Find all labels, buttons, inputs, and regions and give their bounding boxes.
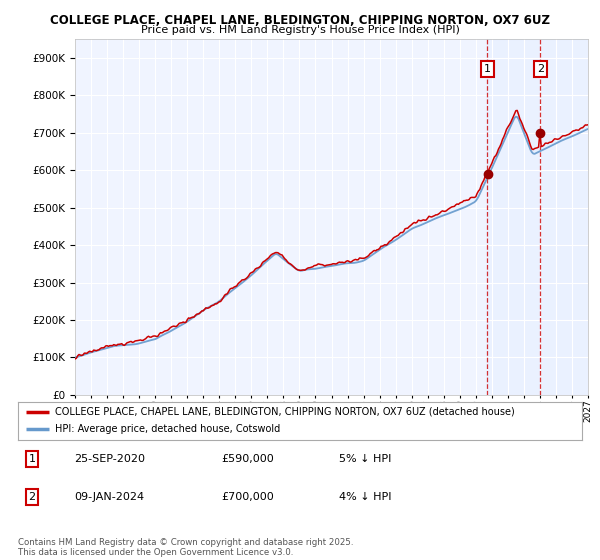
Text: 09-JAN-2024: 09-JAN-2024 [74, 492, 145, 502]
Text: £590,000: £590,000 [221, 454, 274, 464]
Text: £700,000: £700,000 [221, 492, 274, 502]
Text: 4% ↓ HPI: 4% ↓ HPI [340, 492, 392, 502]
Text: COLLEGE PLACE, CHAPEL LANE, BLEDINGTON, CHIPPING NORTON, OX7 6UZ (detached house: COLLEGE PLACE, CHAPEL LANE, BLEDINGTON, … [55, 407, 514, 417]
Text: 2: 2 [29, 492, 35, 502]
Text: Contains HM Land Registry data © Crown copyright and database right 2025.
This d: Contains HM Land Registry data © Crown c… [18, 538, 353, 557]
Text: 2: 2 [537, 64, 544, 74]
Text: 25-SEP-2020: 25-SEP-2020 [74, 454, 145, 464]
Text: Price paid vs. HM Land Registry's House Price Index (HPI): Price paid vs. HM Land Registry's House … [140, 25, 460, 35]
Text: COLLEGE PLACE, CHAPEL LANE, BLEDINGTON, CHIPPING NORTON, OX7 6UZ: COLLEGE PLACE, CHAPEL LANE, BLEDINGTON, … [50, 14, 550, 27]
Bar [487, 39, 588, 395]
Text: 1: 1 [29, 454, 35, 464]
Text: 1: 1 [484, 64, 491, 74]
Text: HPI: Average price, detached house, Cotswold: HPI: Average price, detached house, Cots… [55, 424, 280, 435]
Text: 5% ↓ HPI: 5% ↓ HPI [340, 454, 392, 464]
